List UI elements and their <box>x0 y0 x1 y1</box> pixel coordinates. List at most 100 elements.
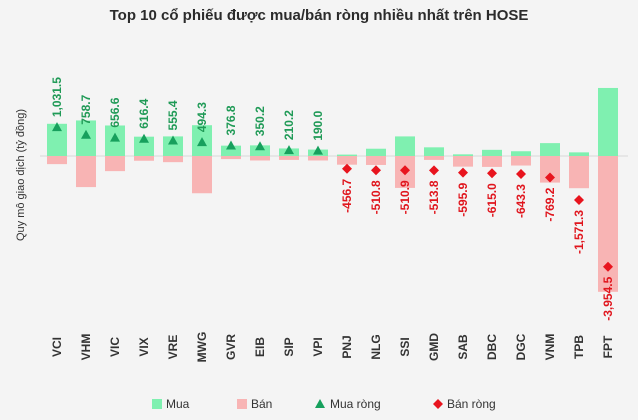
bar-mua-eib <box>250 145 270 156</box>
bar-ban-gvr <box>221 156 241 160</box>
marker-ban-rong-sab <box>458 167 468 178</box>
legend-swatch-mua <box>152 399 162 409</box>
legend-label-ban-rong: Bán ròng <box>447 397 496 411</box>
data-label-eib: 350.2 <box>253 106 267 136</box>
marker-ban-rong-pnj <box>342 163 352 174</box>
category-label-eib: EIB <box>253 337 267 357</box>
category-label-dbc: DBC <box>485 334 499 360</box>
bar-ban-vci <box>47 156 67 165</box>
bar-ban-gmd <box>424 156 444 160</box>
data-label-vci: 1,031.5 <box>50 77 64 117</box>
marker-ban-rong-dgc <box>516 169 526 180</box>
bar-ban-nlg <box>366 156 386 165</box>
data-label-nlg: -510.8 <box>369 180 383 214</box>
category-label-vnm: VNM <box>543 334 557 361</box>
legend-label-ban: Bán <box>251 397 272 411</box>
marker-ban-rong-dbc <box>487 168 497 179</box>
data-label-vix: 616.4 <box>137 98 151 128</box>
bar-ban-vre <box>163 156 183 163</box>
category-label-sip: SIP <box>282 337 296 356</box>
category-label-mwg: MWG <box>195 332 209 363</box>
marker-mua-rong-vic <box>110 132 120 142</box>
y-axis-label: Quy mô giao dịch (tỷ đồng) <box>15 109 27 241</box>
marker-mua-rong-sip <box>284 145 294 155</box>
bar-ban-vic <box>105 156 125 172</box>
bar-ban-vnm <box>540 156 560 183</box>
category-label-vci: VCI <box>50 337 64 357</box>
legend: Mua Bán Mua ròng Bán ròng <box>152 397 496 411</box>
data-label-vhm: 758.7 <box>79 94 93 124</box>
category-label-ssi: SSI <box>398 337 412 356</box>
bar-mua-pnj <box>337 154 357 156</box>
bar-mua-vnm <box>540 143 560 156</box>
marker-ban-rong-fpt <box>603 261 613 272</box>
markers-group <box>52 122 613 272</box>
category-labels-group: VCI VHM VIC VIX VRE MWG GVR EIB SIP VPI PNJ NLG SSI G… <box>50 332 615 363</box>
chart-title: Top 10 cổ phiếu được mua/bán ròng nhiều … <box>110 7 529 24</box>
category-label-vic: VIC <box>108 337 122 357</box>
bar-ban-tpb <box>569 156 589 189</box>
bar-ban-sab <box>453 156 473 167</box>
marker-mua-rong-vpi <box>313 145 323 155</box>
data-label-fpt: -3,954.5 <box>601 276 615 320</box>
bar-ban-mwg <box>192 156 212 194</box>
data-label-dbc: -615.0 <box>485 183 499 217</box>
category-label-pnj: PNJ <box>340 335 354 358</box>
bar-mua-ssi <box>395 136 415 156</box>
data-label-gvr: 376.8 <box>224 105 238 135</box>
legend-marker-mua-rong <box>315 399 325 408</box>
category-label-gvr: GVR <box>224 334 238 360</box>
marker-mua-rong-eib <box>255 141 265 151</box>
bar-mua-gvr <box>221 145 241 156</box>
bar-mua-gmd <box>424 147 444 156</box>
marker-mua-rong-vhm <box>81 129 91 139</box>
category-label-vre: VRE <box>166 335 180 360</box>
bar-mua-tpb <box>569 152 589 156</box>
marker-mua-rong-vre <box>168 135 178 145</box>
bar-mua-vci <box>47 123 67 156</box>
data-label-vnm: -769.2 <box>543 187 557 221</box>
data-label-sab: -595.9 <box>456 182 470 216</box>
category-label-gmd: GMD <box>427 333 441 361</box>
marker-mua-rong-gvr <box>226 140 236 150</box>
bar-mua-vre <box>163 136 183 156</box>
data-label-vic: 656.6 <box>108 97 122 127</box>
bar-ban-eib <box>250 156 270 161</box>
bars-group <box>47 87 618 292</box>
legend-marker-ban-rong <box>433 399 443 409</box>
legend-label-mua-rong: Mua ròng <box>330 397 381 411</box>
marker-mua-rong-vci <box>52 122 62 132</box>
marker-ban-rong-ssi <box>400 165 410 176</box>
bar-mua-fpt <box>598 87 618 156</box>
legend-swatch-ban <box>237 399 247 409</box>
marker-ban-rong-nlg <box>371 165 381 176</box>
data-label-gmd: -513.8 <box>427 180 441 214</box>
bar-ban-dgc <box>511 156 531 166</box>
marker-ban-rong-vnm <box>545 172 555 183</box>
marker-ban-rong-tpb <box>574 194 584 205</box>
category-label-tpb: TPB <box>572 335 586 359</box>
bar-mua-nlg <box>366 148 386 156</box>
category-label-vix: VIX <box>137 337 151 356</box>
bar-ban-pnj <box>337 156 357 165</box>
data-label-tpb: -1,571.3 <box>572 210 586 254</box>
bar-ban-fpt <box>598 156 618 292</box>
data-label-vpi: 190.0 <box>311 110 325 140</box>
bar-ban-sip <box>279 156 299 160</box>
category-label-vhm: VHM <box>79 334 93 361</box>
bar-mua-dbc <box>482 149 502 156</box>
bar-ban-vpi <box>308 156 328 161</box>
data-label-ssi: -510.9 <box>398 180 412 214</box>
data-label-vre: 555.4 <box>166 100 180 130</box>
data-labels-group: 1,031.5 758.7 656.6 616.4 555.4 494.3 376.8 350… <box>50 77 615 321</box>
data-label-dgc: -643.3 <box>514 184 528 218</box>
data-label-sip: 210.2 <box>282 110 296 140</box>
bar-ban-vhm <box>76 156 96 188</box>
category-label-nlg: NLG <box>369 334 383 359</box>
category-label-dgc: DGC <box>514 333 528 360</box>
marker-ban-rong-gmd <box>429 165 439 176</box>
bar-mua-vix <box>134 136 154 156</box>
category-label-fpt: FPT <box>601 335 615 358</box>
